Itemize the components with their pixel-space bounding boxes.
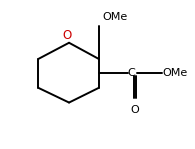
Text: O: O xyxy=(62,29,72,42)
Text: C: C xyxy=(128,68,136,78)
Text: OMe: OMe xyxy=(162,68,188,78)
Text: OMe: OMe xyxy=(103,12,128,22)
Text: O: O xyxy=(130,105,139,115)
